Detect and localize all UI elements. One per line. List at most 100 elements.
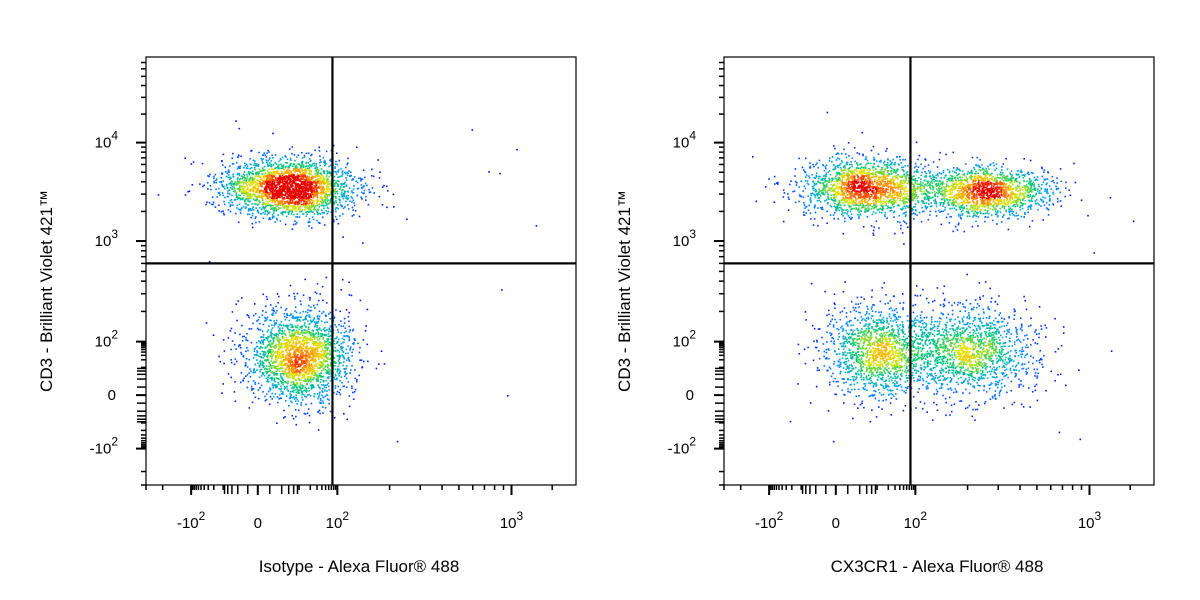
event-dot: [275, 184, 278, 186]
event-dot: [292, 190, 294, 193]
event-dot: [313, 187, 315, 190]
event-dot: [299, 341, 301, 344]
event-dot: [318, 175, 320, 177]
event-dot: [337, 222, 340, 225]
event-dot: [322, 177, 325, 179]
event-dot: [281, 194, 284, 196]
event-dot: [306, 211, 309, 213]
event-dot: [279, 186, 282, 188]
event-dot: [317, 362, 319, 364]
event-dot: [256, 350, 259, 353]
event-dot: [234, 332, 236, 334]
event-dot: [343, 317, 346, 320]
event-dot: [265, 360, 267, 362]
event-dot: [298, 370, 301, 373]
event-dot: [259, 341, 261, 344]
event-dot: [324, 350, 327, 352]
event-dot: [306, 351, 309, 354]
event-dot: [255, 190, 258, 192]
event-dot: [327, 358, 329, 360]
event-dot: [304, 195, 306, 197]
event-dot: [292, 361, 294, 364]
event-dot: [302, 354, 305, 357]
event-dot: [341, 347, 343, 350]
event-dot: [313, 193, 315, 196]
event-dot: [283, 177, 286, 180]
event-dot: [317, 411, 319, 413]
event-dot: [294, 192, 297, 194]
event-dot: [247, 349, 249, 352]
y-tick-label: 104: [95, 129, 119, 152]
event-dot: [329, 410, 332, 413]
event-dot: [280, 390, 283, 393]
event-dot: [299, 382, 302, 384]
event-dot: [221, 192, 224, 194]
event-dot: [272, 183, 275, 185]
event-dot: [262, 158, 264, 160]
event-dot: [279, 362, 281, 364]
event-dot: [223, 213, 225, 216]
event-dot: [306, 213, 308, 215]
event-dot: [295, 189, 297, 192]
event-dot: [280, 372, 282, 375]
event-dot: [264, 210, 266, 213]
event-dot: [282, 206, 284, 208]
event-dot: [292, 188, 295, 191]
event-dot: [364, 182, 367, 185]
event-dot: [304, 174, 307, 177]
event-dot: [298, 319, 301, 321]
event-dot: [300, 201, 303, 203]
event-dot: [278, 353, 281, 356]
event-dot: [269, 218, 272, 220]
event-dot: [293, 345, 296, 348]
event-dot: [322, 381, 325, 383]
event-dot: [273, 395, 275, 398]
event-dot: [287, 347, 289, 349]
event-dot: [320, 173, 322, 175]
event-dot: [319, 412, 321, 415]
event-dot: [242, 181, 245, 184]
event-dot: [251, 226, 254, 229]
event-dot: [264, 207, 266, 209]
event-dot: [287, 185, 289, 188]
event-dot: [266, 183, 269, 185]
event-dot: [269, 365, 272, 367]
event-dot: [287, 372, 289, 375]
event-dot: [261, 190, 263, 192]
event-dot: [290, 384, 292, 387]
event-dot: [267, 376, 269, 379]
event-dot: [273, 184, 276, 187]
event-dot: [289, 400, 292, 402]
event-dot: [230, 198, 233, 201]
event-dot: [304, 318, 306, 321]
event-dot: [372, 175, 375, 178]
event-dot: [266, 359, 268, 362]
event-dot: [248, 180, 251, 182]
event-dot: [323, 194, 326, 196]
event-dot: [345, 172, 347, 175]
event-dot: [321, 209, 323, 212]
event-dot: [297, 183, 299, 185]
event-dot: [317, 318, 319, 320]
event-dot: [341, 349, 343, 352]
event-dot: [341, 189, 343, 192]
event-dot: [316, 179, 319, 181]
event-dot: [315, 163, 317, 165]
event-dot: [277, 357, 280, 359]
event-dot: [304, 171, 306, 173]
event-dot: [248, 200, 250, 203]
event-dot: [255, 173, 258, 176]
event-dot: [284, 342, 286, 345]
event-dot: [295, 317, 298, 319]
event-dot: [317, 331, 320, 334]
event-dot: [254, 381, 256, 384]
event-dot: [235, 192, 238, 195]
event-dot: [288, 345, 290, 347]
event-dot: [311, 199, 313, 201]
event-dot: [305, 180, 307, 183]
event-dot: [263, 177, 266, 179]
event-dot: [266, 368, 268, 371]
event-dot: [339, 388, 342, 391]
event-dot: [271, 327, 274, 329]
event-dot: [241, 188, 244, 190]
